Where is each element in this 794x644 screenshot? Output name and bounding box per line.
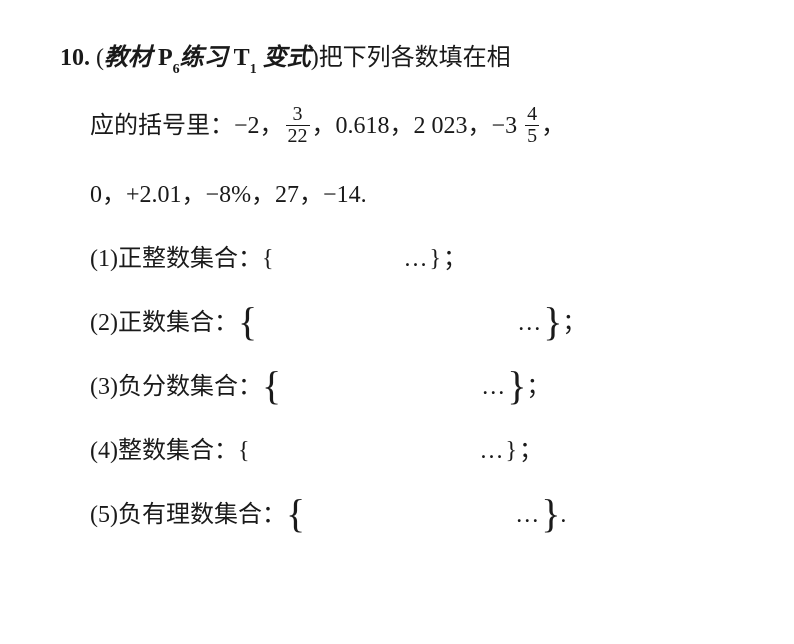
problem-heading-line1: 10. (教材 P6练习 T1 变式)把下列各数填在相 xyxy=(60,40,734,78)
item-2-end: ； xyxy=(562,310,586,336)
item-3-label: (3)负分数集合： xyxy=(90,374,262,400)
item-5-end: . xyxy=(560,502,566,528)
item-1-dots: …}； xyxy=(404,246,470,272)
source-t: T xyxy=(234,45,250,71)
item-1-label: (1)正整数集合：{ xyxy=(90,246,274,272)
source-text-3: 变式 xyxy=(257,45,311,71)
source-close: ) xyxy=(311,45,319,71)
numbers-line-2: 0，+2.01，−8%，27，−14. xyxy=(90,177,734,213)
fraction-3-22: 322 xyxy=(286,104,310,147)
num-n3: ， xyxy=(541,113,565,139)
source-p: P xyxy=(158,45,173,71)
item-3-dots: … xyxy=(481,374,507,400)
item-1: (1)正整数集合：{ …}； xyxy=(90,241,734,277)
item-3: (3)负分数集合：{…}； xyxy=(90,369,734,405)
source-t-sub: 1 xyxy=(250,62,257,77)
num-n1: −2， xyxy=(234,113,284,139)
item-5-label: (5)负有理数集合： xyxy=(90,502,286,528)
stem-line-2: 应的括号里：−2，322，0.618，2 023，−3 45， xyxy=(90,106,734,149)
source-p-sub: 6 xyxy=(173,62,180,77)
frac2-den: 5 xyxy=(525,126,539,147)
source-text-1: 教材 xyxy=(104,45,158,71)
source-text-2: 练习 xyxy=(180,45,234,71)
item-4-label: (4)整数集合：{ xyxy=(90,438,250,464)
item-5: (5)负有理数集合：{…}. xyxy=(90,497,734,533)
math-problem-page: 10. (教材 P6练习 T1 变式)把下列各数填在相 应的括号里：−2，322… xyxy=(0,0,794,553)
source-open: ( xyxy=(96,45,104,71)
fraction-4-5: 45 xyxy=(525,104,539,147)
frac1-num: 3 xyxy=(286,104,310,126)
numbers-rest: 0，+2.01，−8%，27，−14. xyxy=(90,182,367,208)
frac2-num: 4 xyxy=(525,104,539,126)
item-2: (2)正数集合：{…}； xyxy=(90,305,734,341)
problem-number: 10. xyxy=(60,45,90,71)
item-5-dots: … xyxy=(515,502,541,528)
item-2-label: (2)正数集合： xyxy=(90,310,238,336)
item-2-dots: … xyxy=(517,310,543,336)
item-4: (4)整数集合：{ …}； xyxy=(90,433,734,469)
frac1-den: 22 xyxy=(286,126,310,147)
stem-part-1: 把下列各数填在相 xyxy=(319,45,511,71)
num-n2: ，0.618，2 023，−3 xyxy=(312,113,524,139)
stem-part-2: 应的括号里： xyxy=(90,113,234,139)
item-3-end: ； xyxy=(526,374,550,400)
item-4-dots: …}； xyxy=(480,438,546,464)
